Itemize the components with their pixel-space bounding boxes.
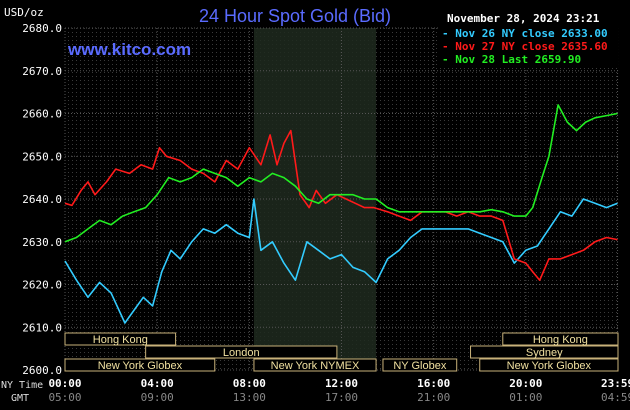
- legend-entry: - Nov 26 NY close 2633.00: [442, 27, 608, 40]
- nymex-highlight-band: [253, 28, 377, 370]
- session-bar: [253, 358, 377, 372]
- x-tick-label-ny: 08:00: [233, 377, 266, 390]
- session-bar: [470, 345, 619, 359]
- session-label: NY Globex: [393, 360, 446, 372]
- y-tick-label: 2670.0: [22, 65, 62, 78]
- session-label: New York Globex: [98, 360, 183, 372]
- legend-background: [440, 25, 618, 68]
- ny-time-label: NY Time: [1, 380, 43, 391]
- session-label: Sydney: [526, 347, 563, 359]
- session-bar: [502, 332, 619, 346]
- session-bar: [479, 358, 619, 372]
- legend: - Nov 26 NY close 2633.00- Nov 27 NY clo…: [440, 25, 618, 68]
- chart-title: 24 Hour Spot Gold (Bid): [199, 6, 391, 26]
- x-tick-label-gmt: 17:00: [325, 391, 358, 404]
- x-tick-label-gmt: 05:00: [48, 391, 81, 404]
- legend-entry: - Nov 27 NY close 2635.60: [442, 40, 608, 53]
- y-tick-label: 2620.0: [22, 279, 62, 292]
- x-tick-label-ny: 00:00: [48, 377, 81, 390]
- session-label: New York NYMEX: [271, 360, 360, 372]
- session-bar: [64, 358, 216, 372]
- session-bar: [382, 358, 458, 372]
- x-tick-label-gmt: 04:59: [601, 391, 630, 404]
- y-tick-label: 2640.0: [22, 193, 62, 206]
- series-line-2: [64, 104, 618, 243]
- watermark-label: www.kitco.com: [67, 40, 191, 59]
- x-tick-label-gmt: 09:00: [141, 391, 174, 404]
- x-tick-label-ny: 04:00: [141, 377, 174, 390]
- y-tick-label: 2630.0: [22, 236, 62, 249]
- legend-entry: - Nov 28 Last 2659.90: [442, 53, 581, 66]
- y-tick-label: 2650.0: [22, 150, 62, 163]
- x-tick-label-gmt: 01:00: [509, 391, 542, 404]
- series-line-0: [64, 198, 618, 324]
- x-tick-label-ny: 12:00: [325, 377, 358, 390]
- session-label: Hong Kong: [93, 334, 148, 346]
- x-tick-label-ny: 16:00: [417, 377, 450, 390]
- session-label: New York Globex: [507, 360, 592, 372]
- y-tick-label: 2660.0: [22, 108, 62, 121]
- session-label: London: [223, 347, 260, 359]
- y-axis-unit-label: USD/oz: [4, 6, 44, 19]
- x-tick-label-gmt: 21:00: [417, 391, 450, 404]
- y-tick-label: 2610.0: [22, 321, 62, 334]
- x-tick-label-ny: 20:00: [509, 377, 542, 390]
- gmt-label: GMT: [11, 393, 29, 404]
- x-tick-label-ny: 23:59: [601, 377, 630, 390]
- series-line-1: [64, 129, 618, 282]
- session-label: Hong Kong: [533, 334, 588, 346]
- x-tick-label-gmt: 13:00: [233, 391, 266, 404]
- y-tick-label: 2680.0: [22, 22, 62, 35]
- timestamp-label: November 28, 2024 23:21: [447, 12, 600, 25]
- y-tick-label: 2600.0: [22, 364, 62, 377]
- session-bar: [64, 332, 177, 346]
- session-bar: [145, 345, 338, 359]
